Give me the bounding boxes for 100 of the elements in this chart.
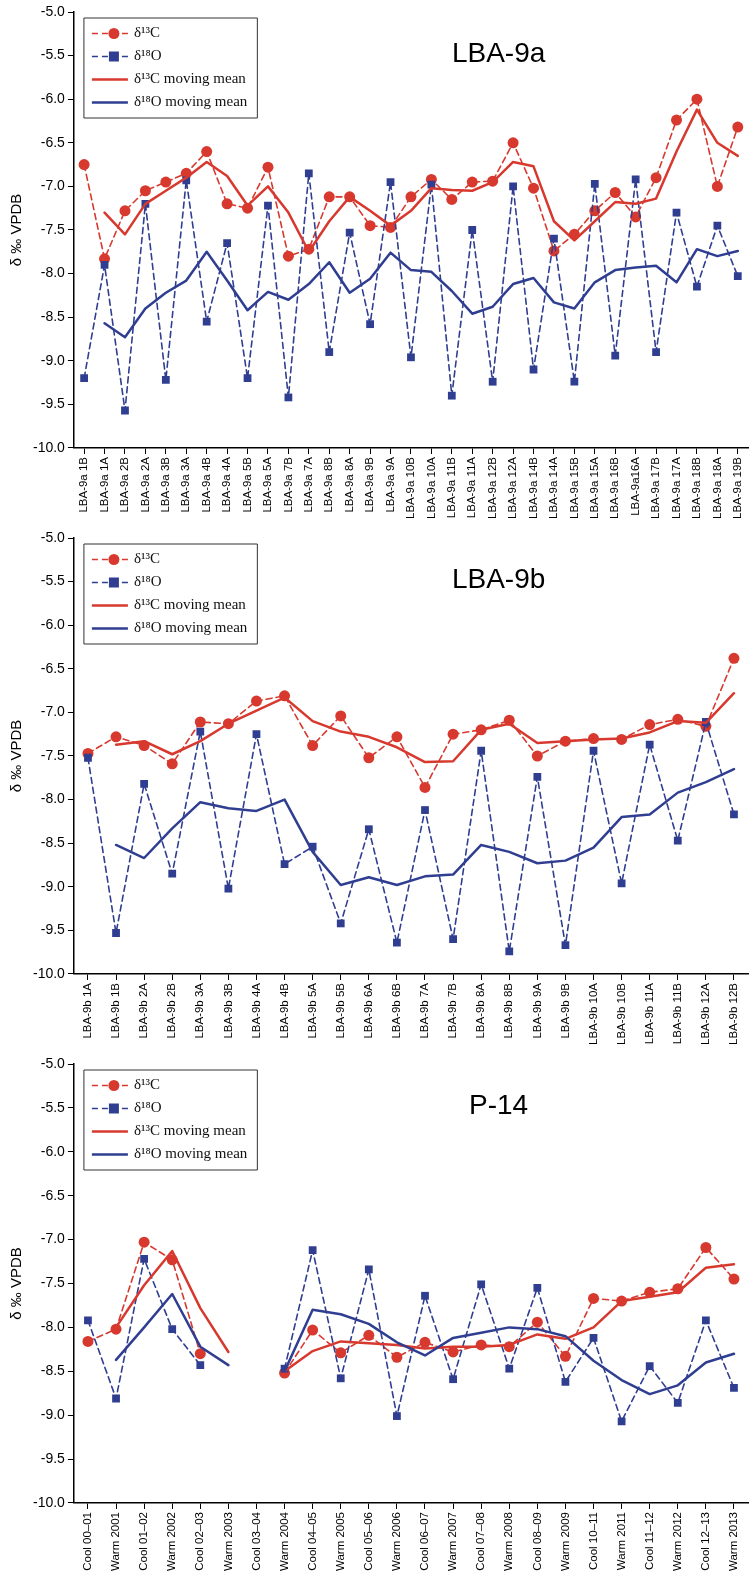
x-tick-label: Warm 2006 xyxy=(390,1511,403,1572)
point xyxy=(730,810,738,819)
y-tick-label: -6.5 xyxy=(40,133,66,150)
point xyxy=(550,234,558,243)
point xyxy=(110,731,122,743)
point xyxy=(262,161,274,173)
x-tick-label: LBA-9b 2B xyxy=(165,982,178,1039)
x-tick-label: LBA-9a 14A xyxy=(547,456,560,519)
x-tick-label: LBA-9a 2B xyxy=(118,456,131,513)
point xyxy=(446,193,458,205)
x-tick-label: LBA-9a 16B xyxy=(608,456,621,519)
x-tick-label: LBA-9b 3A xyxy=(193,982,206,1039)
x-tick-label: LBA-9a 15A xyxy=(587,456,600,519)
text: P-14 xyxy=(469,1088,529,1120)
x-tick-label: Warm 2009 xyxy=(558,1511,571,1572)
point xyxy=(386,178,395,186)
x-tick-label: LBA-9b 10A xyxy=(586,982,599,1045)
x-tick-label: Warm 2013 xyxy=(727,1511,740,1572)
x-tick-label: Cool 06–07 xyxy=(418,1511,431,1571)
y-tick-label: -7.0 xyxy=(40,703,66,720)
y-axis-title: δ ‰ VPDB xyxy=(7,1247,25,1320)
x-tick-label: LBA-9a16A xyxy=(628,456,641,516)
point xyxy=(645,740,654,749)
x-tick-label: LBA-9b 6A xyxy=(362,982,374,1039)
point xyxy=(112,1394,120,1403)
point xyxy=(421,806,429,814)
y-tick-label: -5.5 xyxy=(40,1098,66,1115)
x-tick-label: LBA-9a 1A xyxy=(97,456,110,513)
x-tick-label: Warm 2003 xyxy=(221,1511,234,1572)
point xyxy=(280,860,289,869)
x-tick-label: Warm 2001 xyxy=(109,1511,122,1572)
point xyxy=(419,781,431,793)
point xyxy=(393,1412,401,1420)
legend-label: δ¹⁸O moving mean xyxy=(133,619,248,636)
point xyxy=(304,169,313,178)
point xyxy=(673,836,682,845)
y-tick-label: -7.5 xyxy=(40,220,66,237)
legend-label: δ¹³C moving mean xyxy=(133,1122,247,1139)
point xyxy=(363,752,375,764)
point xyxy=(644,719,656,731)
x-tick-label: LBA-9a 2A xyxy=(138,456,151,513)
x-tick-label: LBA-9b 8B xyxy=(502,982,515,1039)
point xyxy=(196,727,205,736)
y-tick-label: -6.5 xyxy=(40,1186,66,1203)
point xyxy=(570,377,579,386)
legend-label: δ¹⁸O moving mean xyxy=(133,1145,248,1162)
x-tick-label: Cool 04–05 xyxy=(305,1511,318,1571)
point xyxy=(405,191,417,203)
point xyxy=(645,1362,654,1370)
point xyxy=(364,825,373,834)
x-tick-label: LBA-9b 5B xyxy=(333,982,346,1039)
x-tick-label: LBA-9a 17B xyxy=(649,456,662,519)
point xyxy=(82,1335,94,1347)
point xyxy=(590,179,599,188)
point xyxy=(617,1417,626,1426)
x-tick-label: LBA-9a 8A xyxy=(342,456,355,513)
point xyxy=(282,250,294,262)
legend-label: δ¹³C xyxy=(133,24,160,41)
x-tick-label: Warm 2012 xyxy=(670,1511,683,1572)
point xyxy=(100,260,109,269)
x-tick-label: LBA-9b 2A xyxy=(137,982,150,1039)
point xyxy=(168,1325,177,1334)
x-tick-label: LBA-9a 11B xyxy=(444,456,457,519)
point xyxy=(138,1236,150,1248)
point xyxy=(194,716,206,728)
y-tick-label: -6.0 xyxy=(40,90,66,107)
x-tick-label: Cool 12–13 xyxy=(699,1511,712,1571)
x-tick-label: LBA-9b 9B xyxy=(558,982,571,1039)
legend-label: δ¹³C xyxy=(133,550,160,567)
point xyxy=(421,1291,429,1300)
x-tick-label: Cool 02–03 xyxy=(193,1511,206,1571)
point xyxy=(196,1361,205,1370)
point xyxy=(307,740,319,752)
y-tick-label: -7.5 xyxy=(40,746,66,763)
point xyxy=(533,1284,542,1292)
x-tick-label: LBA-9b 4B xyxy=(277,982,290,1039)
legend-label: δ¹⁸O xyxy=(133,573,162,590)
point xyxy=(112,929,120,937)
x-tick-label: LBA-9b 11A xyxy=(642,982,655,1045)
x-tick-label: LBA-9b 12B xyxy=(727,982,740,1045)
x-tick-label: LBA-9a 9B xyxy=(363,456,376,513)
point xyxy=(466,176,478,188)
x-tick-label: LBA-9b 12A xyxy=(699,982,712,1045)
point xyxy=(728,652,740,664)
point xyxy=(617,879,626,888)
point xyxy=(121,406,129,415)
point xyxy=(366,320,374,329)
text: LBA-9b xyxy=(451,562,546,594)
x-tick-label: LBA-9b 5A xyxy=(305,982,318,1039)
x-tick-label: LBA-9b 4A xyxy=(249,982,262,1039)
point xyxy=(243,374,252,383)
x-tick-label: LBA-9b 1A xyxy=(81,982,94,1039)
x-tick-label: Cool 01–02 xyxy=(137,1511,150,1571)
point xyxy=(531,1316,543,1328)
y-tick-label: -7.5 xyxy=(40,1274,66,1291)
x-tick-label: LBA-9b 1B xyxy=(109,982,122,1039)
y-tick-label: -5.0 xyxy=(40,528,66,545)
point xyxy=(252,730,261,739)
y-tick-label: -9.5 xyxy=(40,921,66,938)
y-tick-label: -5.0 xyxy=(40,1054,66,1071)
